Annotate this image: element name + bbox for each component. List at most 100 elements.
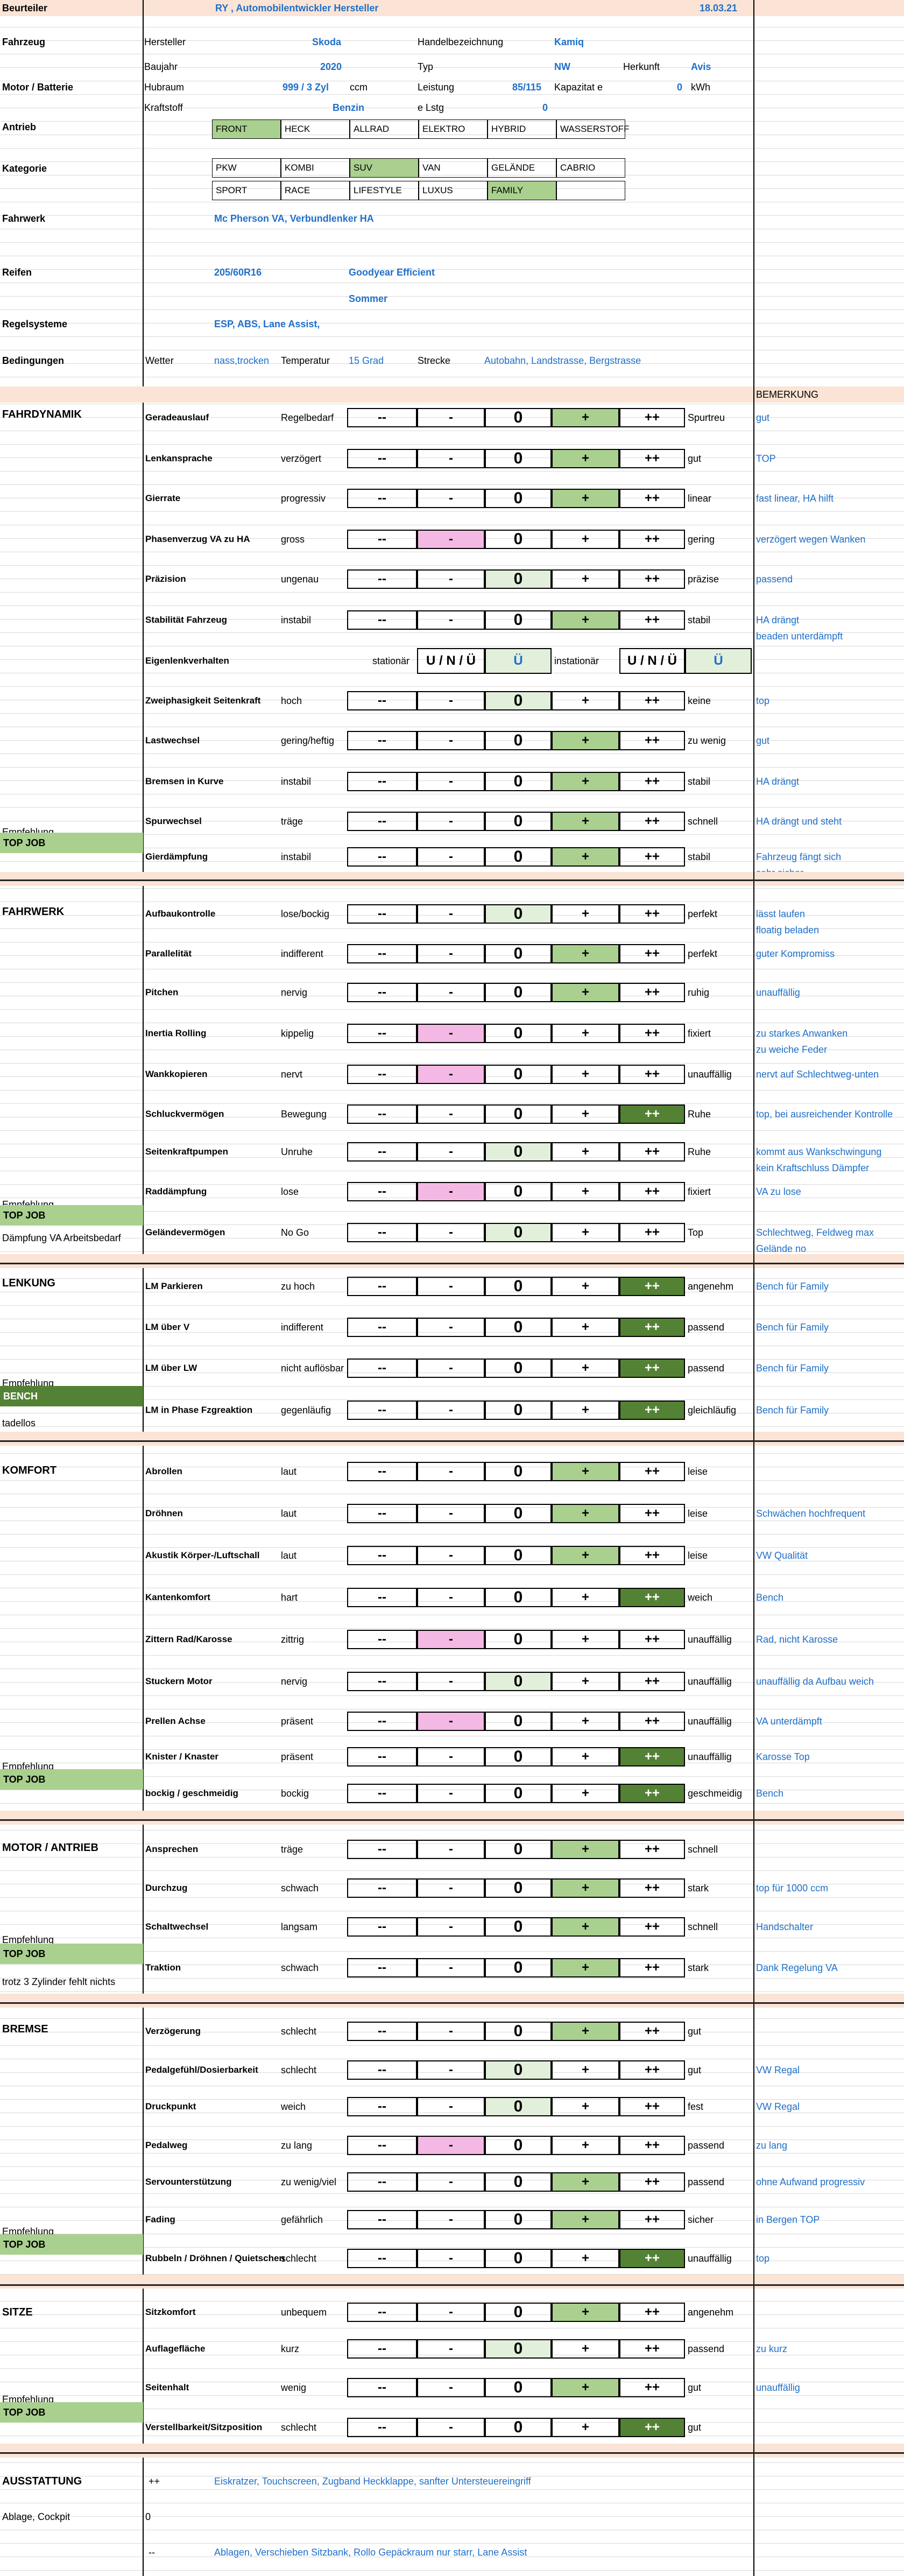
- rating-plus-plus-box[interactable]: ++: [619, 1142, 685, 1162]
- rating-plus-box[interactable]: +: [552, 944, 619, 963]
- category-option[interactable]: [556, 181, 625, 200]
- rating-plus-box[interactable]: +: [552, 610, 619, 630]
- rating-plus-plus-box[interactable]: ++: [619, 2210, 685, 2229]
- rating-plus-plus-box[interactable]: ++: [619, 1065, 685, 1084]
- rating-minus-box[interactable]: -: [417, 1630, 485, 1649]
- category-option[interactable]: GELÄNDE: [488, 158, 556, 178]
- rating-plus-box[interactable]: +: [552, 1400, 619, 1420]
- rating-minus-minus-box[interactable]: --: [347, 1546, 417, 1565]
- rating-plus-box[interactable]: +: [552, 2210, 619, 2229]
- rating-plus-box[interactable]: +: [552, 1065, 619, 1084]
- rating-plus-plus-box[interactable]: ++: [619, 1546, 685, 1565]
- rating-plus-plus-box[interactable]: ++: [619, 1588, 685, 1607]
- rating-minus-box[interactable]: -: [417, 1182, 485, 1201]
- rating-minus-box[interactable]: -: [417, 1958, 485, 1977]
- rating-plus-box[interactable]: +: [552, 408, 619, 427]
- rating-zero-box[interactable]: 0: [485, 772, 552, 791]
- rating-zero-box[interactable]: 0: [485, 449, 552, 468]
- rating-plus-box[interactable]: +: [552, 2339, 619, 2359]
- rating-zero-box[interactable]: 0: [485, 2249, 552, 2268]
- rating-plus-box[interactable]: +: [552, 2136, 619, 2155]
- rating-minus-minus-box[interactable]: --: [347, 1223, 417, 1242]
- rating-plus-box[interactable]: +: [552, 691, 619, 710]
- category-option[interactable]: RACE: [281, 181, 350, 200]
- rating-minus-minus-box[interactable]: --: [347, 610, 417, 630]
- rating-plus-plus-box[interactable]: ++: [619, 1400, 685, 1420]
- drive-option-heck[interactable]: HECK: [281, 119, 350, 139]
- rating-zero-box[interactable]: 0: [485, 2378, 552, 2397]
- rating-minus-minus-box[interactable]: --: [347, 1104, 417, 1124]
- rating-zero-box[interactable]: 0: [485, 2210, 552, 2229]
- rating-zero-box[interactable]: 0: [485, 1588, 552, 1607]
- rating-zero-box[interactable]: 0: [485, 1318, 552, 1337]
- rating-minus-box[interactable]: -: [417, 2249, 485, 2268]
- rating-plus-plus-box[interactable]: ++: [619, 944, 685, 963]
- rating-minus-minus-box[interactable]: --: [347, 449, 417, 468]
- rating-plus-plus-box[interactable]: ++: [619, 1182, 685, 1201]
- rating-minus-minus-box[interactable]: --: [347, 1318, 417, 1337]
- rating-zero-box[interactable]: 0: [485, 1223, 552, 1242]
- rating-minus-minus-box[interactable]: --: [347, 2022, 417, 2041]
- rating-minus-box[interactable]: -: [417, 983, 485, 1002]
- rating-minus-box[interactable]: -: [417, 1672, 485, 1691]
- rating-minus-box[interactable]: -: [417, 1400, 485, 1420]
- rating-minus-minus-box[interactable]: --: [347, 812, 417, 831]
- rating-minus-minus-box[interactable]: --: [347, 1917, 417, 1937]
- rating-plus-box[interactable]: +: [552, 1462, 619, 1481]
- rating-minus-minus-box[interactable]: --: [347, 1588, 417, 1607]
- rating-plus-plus-box[interactable]: ++: [619, 1359, 685, 1378]
- rating-zero-box[interactable]: 0: [485, 1462, 552, 1481]
- rating-minus-minus-box[interactable]: --: [347, 1277, 417, 1296]
- rating-plus-plus-box[interactable]: ++: [619, 983, 685, 1002]
- rating-plus-box[interactable]: +: [552, 1588, 619, 1607]
- rating-plus-box[interactable]: +: [552, 1630, 619, 1649]
- rating-plus-box[interactable]: +: [552, 1712, 619, 1731]
- rating-minus-minus-box[interactable]: --: [347, 847, 417, 867]
- rating-plus-plus-box[interactable]: ++: [619, 408, 685, 427]
- category-option[interactable]: LUXUS: [419, 181, 488, 200]
- rating-plus-plus-box[interactable]: ++: [619, 1504, 685, 1523]
- rating-zero-box[interactable]: 0: [485, 1182, 552, 1201]
- rating-minus-minus-box[interactable]: --: [347, 1024, 417, 1043]
- rating-minus-minus-box[interactable]: --: [347, 731, 417, 750]
- rating-zero-box[interactable]: 0: [485, 1024, 552, 1043]
- rating-minus-minus-box[interactable]: --: [347, 1065, 417, 1084]
- rating-plus-plus-box[interactable]: ++: [619, 731, 685, 750]
- rating-minus-minus-box[interactable]: --: [347, 1712, 417, 1731]
- rating-minus-box[interactable]: -: [417, 2136, 485, 2155]
- rating-plus-box[interactable]: +: [552, 2060, 619, 2080]
- rating-plus-plus-box[interactable]: ++: [619, 1630, 685, 1649]
- rating-zero-box[interactable]: 0: [485, 1840, 552, 1859]
- rating-zero-box[interactable]: 0: [485, 1878, 552, 1898]
- rating-plus-plus-box[interactable]: ++: [619, 2303, 685, 2322]
- rating-minus-minus-box[interactable]: --: [347, 983, 417, 1002]
- rating-minus-box[interactable]: -: [417, 904, 485, 924]
- rating-zero-box[interactable]: 0: [485, 610, 552, 630]
- rating-minus-box[interactable]: -: [417, 1747, 485, 1766]
- rating-plus-box[interactable]: +: [552, 1318, 619, 1337]
- rating-plus-plus-box[interactable]: ++: [619, 1784, 685, 1803]
- rating-minus-box[interactable]: -: [417, 847, 485, 867]
- rating-zero-box[interactable]: 0: [485, 1712, 552, 1731]
- rating-plus-box[interactable]: +: [552, 1277, 619, 1296]
- rating-plus-plus-box[interactable]: ++: [619, 610, 685, 630]
- rating-plus-plus-box[interactable]: ++: [619, 1318, 685, 1337]
- category-option[interactable]: PKW: [212, 158, 281, 178]
- rating-minus-minus-box[interactable]: --: [347, 1142, 417, 1162]
- rating-minus-minus-box[interactable]: --: [347, 904, 417, 924]
- rating-minus-minus-box[interactable]: --: [347, 408, 417, 427]
- rating-minus-minus-box[interactable]: --: [347, 1462, 417, 1481]
- rating-zero-box[interactable]: 0: [485, 1672, 552, 1691]
- rating-plus-plus-box[interactable]: ++: [619, 1223, 685, 1242]
- rating-minus-minus-box[interactable]: --: [347, 2339, 417, 2359]
- rating-plus-box[interactable]: +: [552, 1504, 619, 1523]
- rating-zero-box[interactable]: 0: [485, 2172, 552, 2192]
- rating-plus-box[interactable]: +: [552, 812, 619, 831]
- rating-plus-plus-box[interactable]: ++: [619, 812, 685, 831]
- rating-minus-minus-box[interactable]: --: [347, 1630, 417, 1649]
- rating-zero-box[interactable]: 0: [485, 1142, 552, 1162]
- rating-minus-box[interactable]: -: [417, 691, 485, 710]
- rating-plus-plus-box[interactable]: ++: [619, 2136, 685, 2155]
- rating-minus-box[interactable]: -: [417, 1712, 485, 1731]
- rating-zero-box[interactable]: 0: [485, 847, 552, 867]
